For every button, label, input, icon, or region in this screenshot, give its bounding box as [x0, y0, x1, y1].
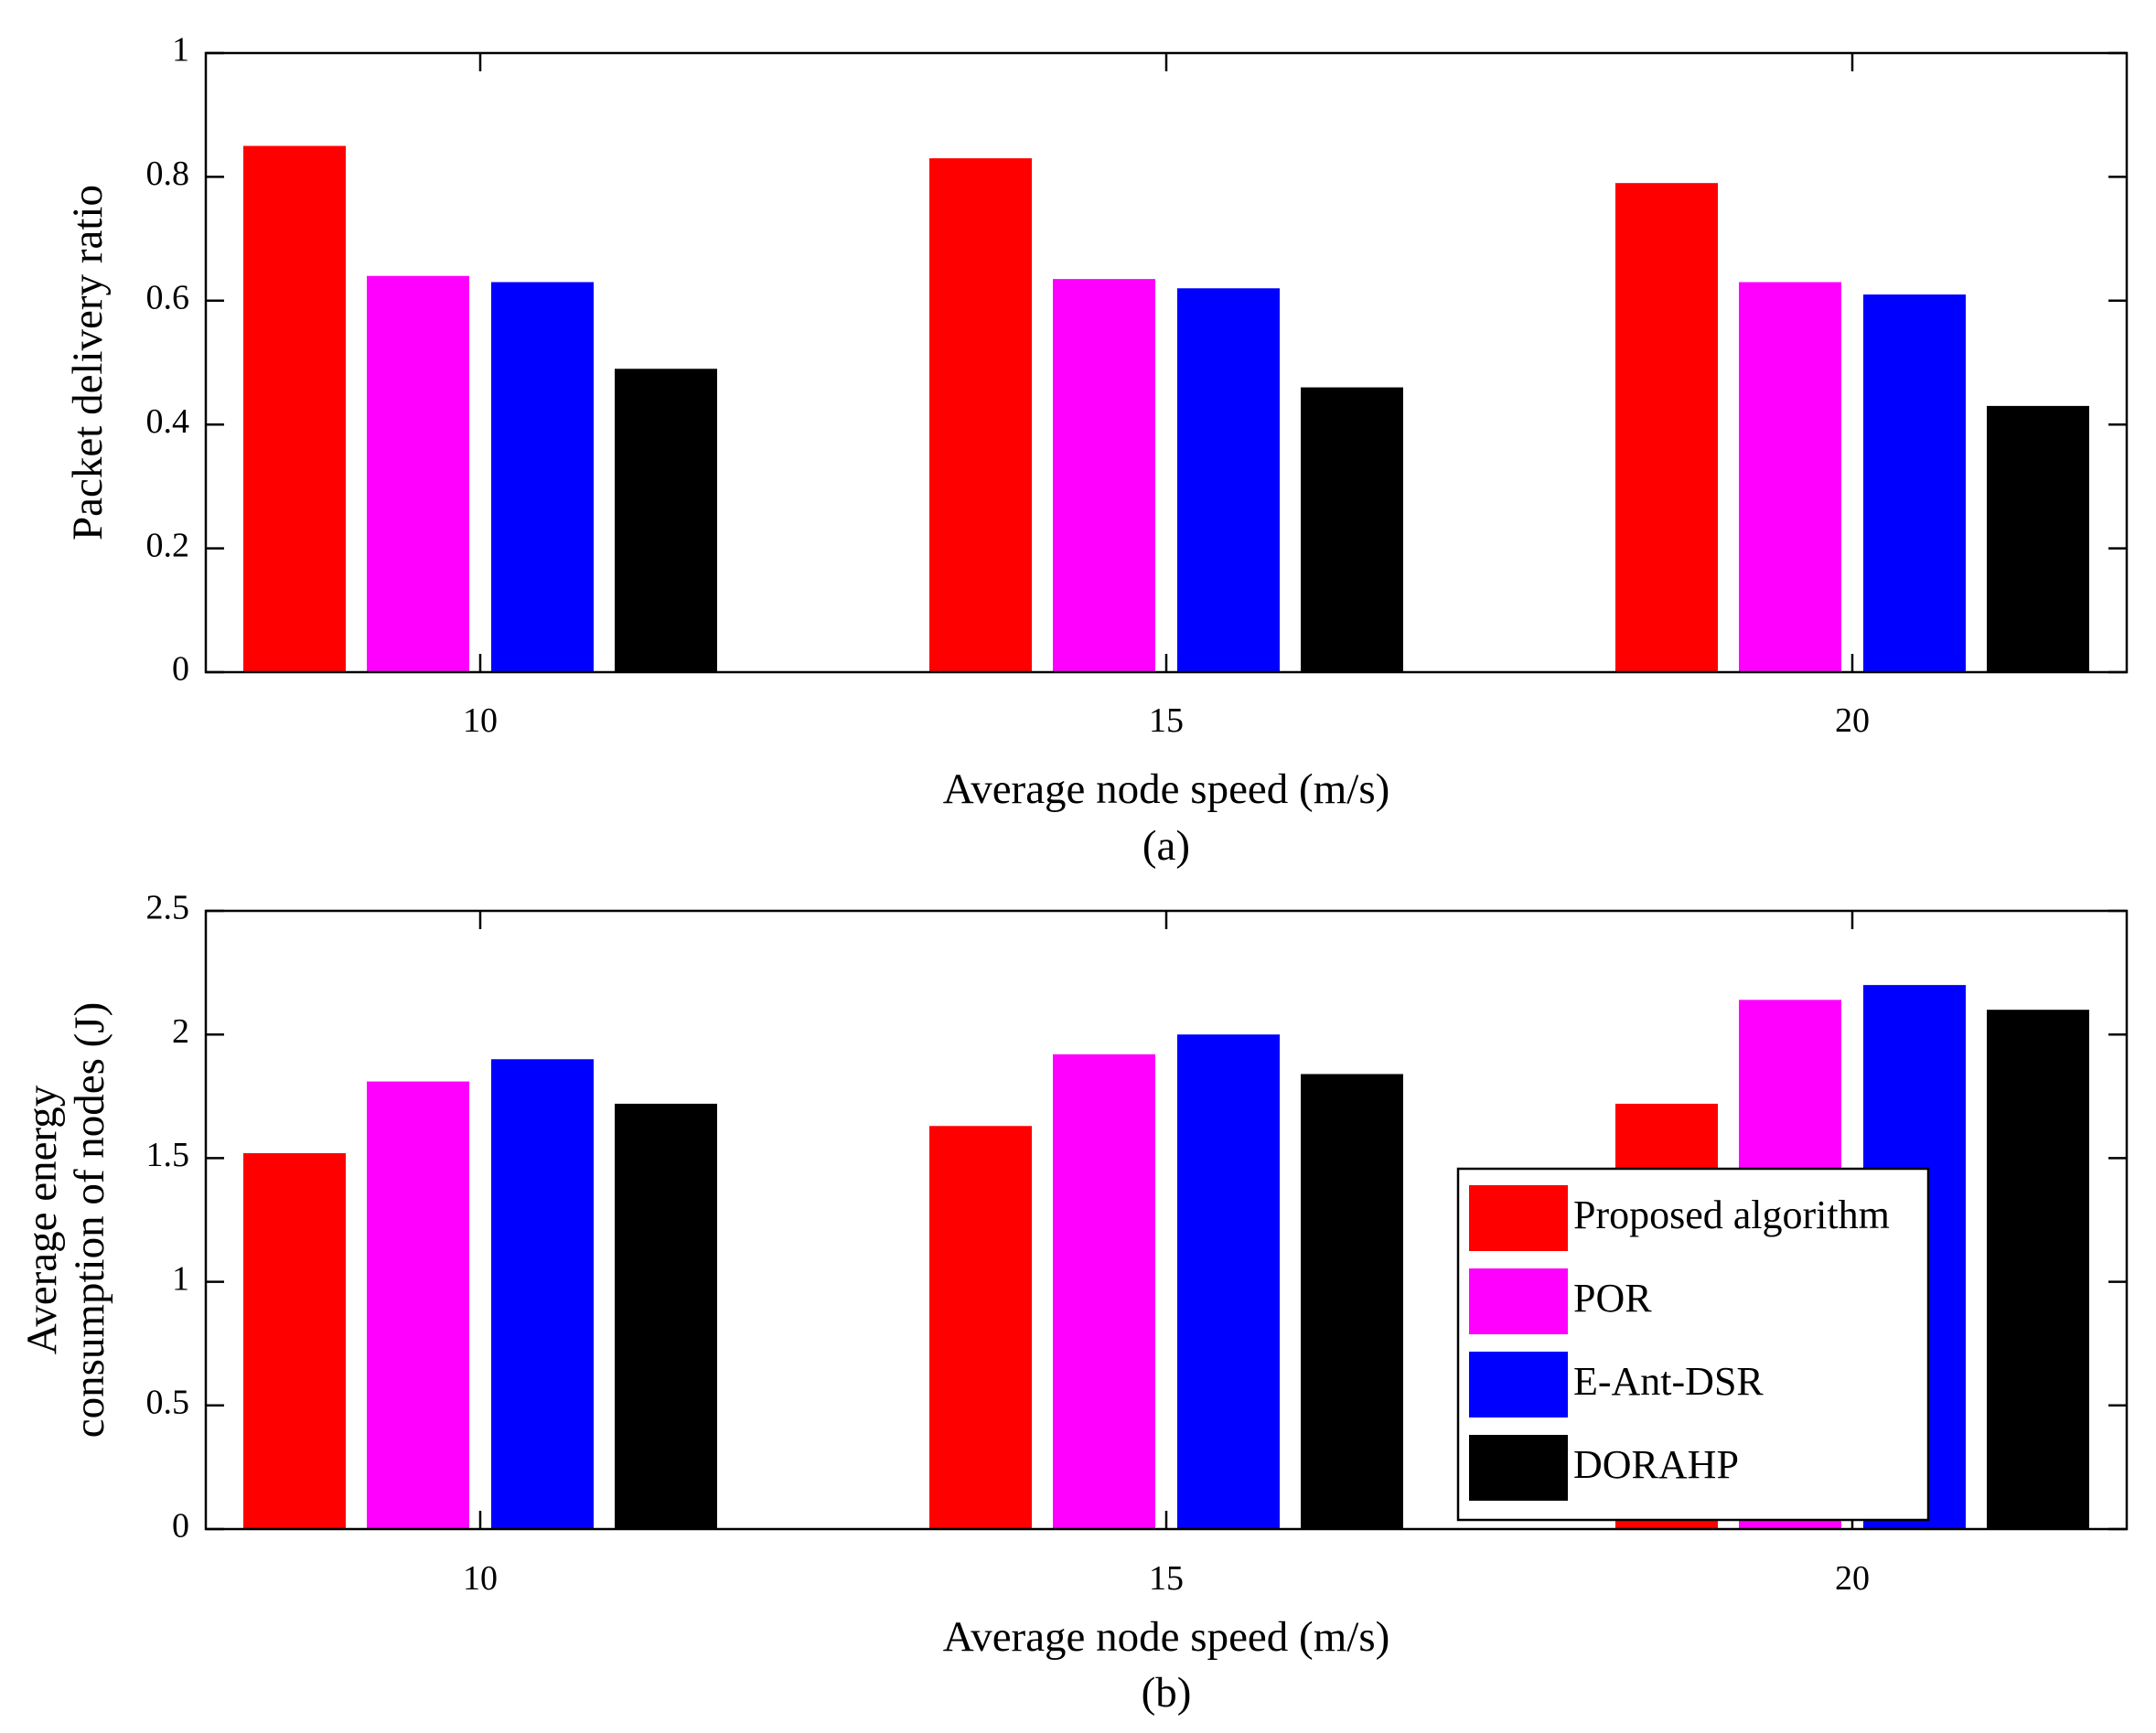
- y-tick-label: 0.8: [146, 155, 190, 193]
- chart-panel-b: 0 0.5 1 1.5 2 2.5 10 15 20 Average node speed (m/…: [18, 889, 2129, 1717]
- y-axis-label: Average energy: [18, 1085, 66, 1354]
- bar-dorahp-20: [1987, 405, 2089, 672]
- legend-label: Proposed algorithm: [1573, 1193, 1890, 1237]
- bar-e-ant-dsr-20: [1863, 294, 1966, 672]
- chart-panel-a: 0 0.2 0.4 0.6 0.8 1 10 15 20 Average node speed (…: [64, 31, 2129, 870]
- legend-label: E-Ant-DSR: [1573, 1359, 1764, 1404]
- legend-swatch: [1469, 1352, 1568, 1417]
- x-axis-label: Average node speed (m/s): [943, 1613, 1390, 1661]
- legend-swatch: [1469, 1435, 1568, 1501]
- y-tick-label: 1: [172, 31, 189, 70]
- y-tick-label: 0.5: [146, 1384, 190, 1422]
- bar-e-ant-dsr-15: [1177, 1034, 1280, 1529]
- bar-proposed-algorithm-10: [243, 1152, 346, 1529]
- bar-dorahp-10: [615, 1103, 717, 1529]
- x-tick-label: 15: [1149, 701, 1184, 740]
- bar-dorahp-15: [1301, 387, 1403, 672]
- bar-proposed-algorithm-20: [1615, 183, 1718, 673]
- y-tick-label: 0.2: [146, 526, 190, 564]
- y-tick-label: 0: [172, 650, 189, 689]
- y-tick-label: 0.4: [146, 402, 190, 441]
- legend-label: POR: [1573, 1276, 1652, 1321]
- y-axis-label: Packet delivery ratio: [64, 185, 112, 540]
- bar-proposed-algorithm-15: [929, 1126, 1032, 1529]
- bar-e-ant-dsr-10: [491, 1059, 594, 1529]
- y-tick-label: 0.6: [146, 279, 190, 317]
- x-axis-label: Average node speed (m/s): [943, 765, 1390, 813]
- bar-proposed-algorithm-15: [929, 158, 1032, 673]
- panel-caption: (b): [1142, 1669, 1192, 1717]
- bar-por-10: [367, 1081, 469, 1529]
- y-tick-label: 2: [172, 1012, 189, 1051]
- x-tick-label: 10: [463, 1559, 498, 1598]
- x-tick-label: 20: [1835, 701, 1870, 740]
- bar-por-15: [1053, 1054, 1155, 1529]
- y-tick-label: 1.5: [146, 1136, 190, 1174]
- legend-swatch: [1469, 1185, 1568, 1251]
- bar-dorahp-15: [1301, 1074, 1403, 1529]
- bar-e-ant-dsr-15: [1177, 288, 1280, 672]
- bar-por-15: [1053, 279, 1155, 672]
- bar-e-ant-dsr-10: [491, 282, 594, 672]
- y-tick-label: 2.5: [146, 889, 190, 927]
- panel-caption: (a): [1142, 822, 1190, 870]
- y-tick-label: 1: [172, 1259, 189, 1298]
- y-axis-label: consumption of nodes (J): [66, 1002, 113, 1438]
- bar-por-20: [1739, 282, 1841, 672]
- y-tick-label: 0: [172, 1507, 189, 1546]
- legend: Proposed algorithm POR E-Ant-DSR DORAHP: [1456, 1167, 1930, 1522]
- x-tick-label: 20: [1835, 1559, 1870, 1598]
- bar-por-10: [367, 275, 469, 672]
- x-tick-label: 15: [1149, 1559, 1184, 1598]
- legend-label: DORAHP: [1573, 1442, 1739, 1487]
- bar-dorahp-10: [615, 369, 717, 672]
- x-tick-label: 10: [463, 701, 498, 740]
- bar-proposed-algorithm-10: [243, 145, 346, 673]
- legend-swatch: [1469, 1268, 1568, 1334]
- bar-dorahp-20: [1987, 1010, 2089, 1529]
